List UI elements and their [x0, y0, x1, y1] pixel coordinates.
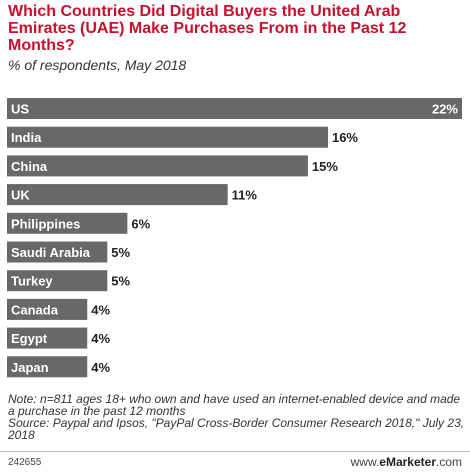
- value-label: 22%: [432, 102, 458, 117]
- category-label: US: [11, 102, 29, 117]
- value-label: 5%: [111, 274, 130, 289]
- footer-divider: [0, 451, 470, 452]
- value-label: 16%: [332, 130, 358, 145]
- brand-prefix: www.: [350, 455, 380, 469]
- category-label: Canada: [11, 302, 59, 317]
- value-label: 15%: [312, 159, 338, 174]
- source-text: Source: Paypal and Ipsos, "PayPal Cross-…: [8, 416, 465, 442]
- value-label: 4%: [91, 302, 110, 317]
- bar-philippines: [7, 212, 128, 234]
- bar-us: [7, 98, 462, 119]
- value-label: 4%: [91, 331, 110, 346]
- note-text: Note: n=811 ages 18+ who own and have us…: [8, 392, 461, 418]
- bar-japan: [7, 356, 88, 378]
- category-label: Egypt: [11, 331, 48, 346]
- bars-layer: US 22% India 16% China 15% UK 11% Philippines 6% S…: [7, 98, 462, 378]
- value-label: 11%: [232, 188, 258, 203]
- chart-notes: Note: n=811 ages 18+ who own and have us…: [8, 393, 468, 441]
- category-label: India: [11, 130, 42, 145]
- chart-id: 242655: [8, 457, 42, 468]
- category-label: Saudi Arabia: [11, 245, 91, 260]
- value-label: 4%: [91, 360, 110, 375]
- category-label: Turkey: [11, 274, 53, 289]
- value-label: 6%: [131, 216, 150, 231]
- brand-name: eMarketer: [379, 455, 436, 469]
- category-label: Japan: [11, 360, 49, 375]
- bar-canada: [7, 298, 88, 320]
- bar-china: [7, 155, 308, 177]
- category-label: China: [11, 159, 48, 174]
- brand-logo: www.eMarketer.com: [351, 455, 462, 469]
- bar-india: [7, 126, 328, 148]
- category-label: Philippines: [11, 216, 80, 231]
- category-label: UK: [11, 188, 30, 203]
- bar-chart: US 22% India 16% China 15% UK 11% Philippines 6% S…: [7, 98, 462, 378]
- value-label: 5%: [111, 245, 130, 260]
- brand-suffix: .com: [435, 455, 462, 469]
- chart-title: Which Countries Did Digital Buyers the U…: [8, 3, 407, 54]
- chart-subtitle: % of respondents, May 2018: [8, 57, 187, 73]
- bar-turkey: [7, 270, 108, 292]
- bar-saudi-arabia: [7, 241, 108, 263]
- bar-uk: [7, 184, 228, 206]
- bar-egypt: [7, 327, 88, 349]
